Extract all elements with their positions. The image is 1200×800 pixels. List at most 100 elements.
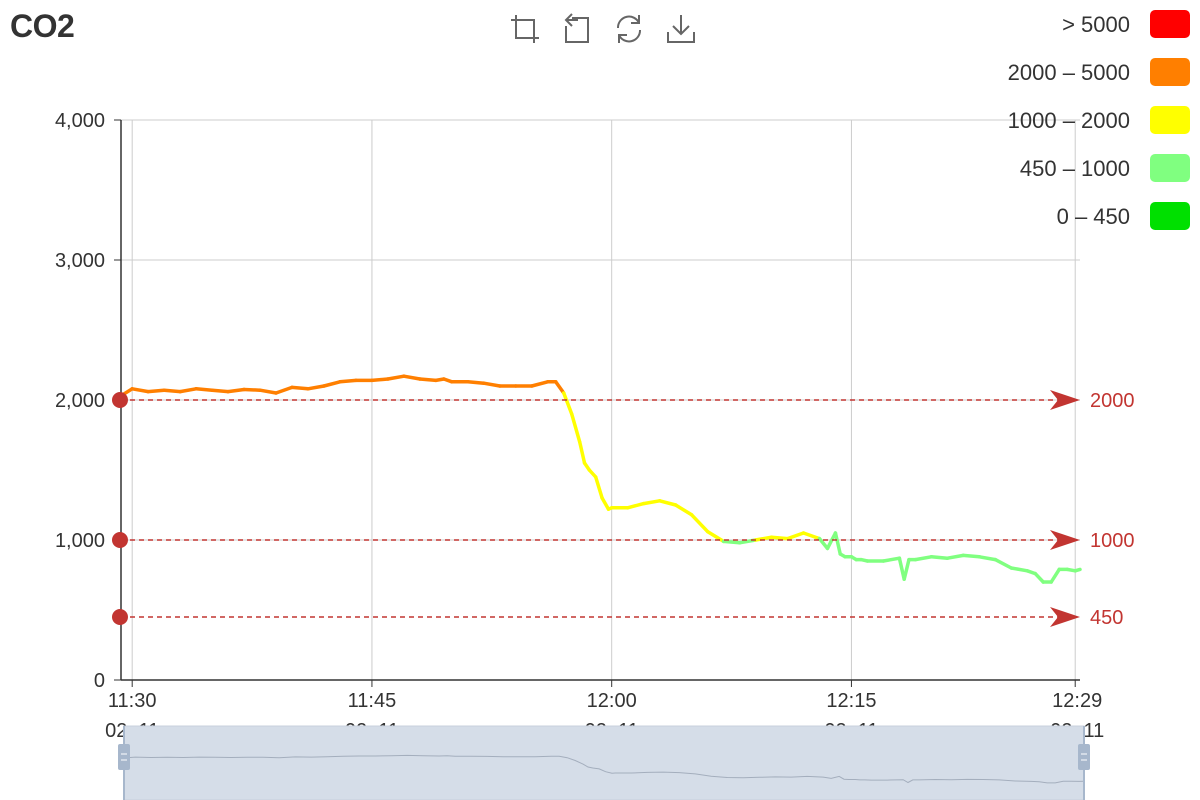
series-line-segment xyxy=(466,380,486,385)
markline-label: 450 xyxy=(1090,607,1123,629)
x-tick-label-time: 12:29 xyxy=(1052,690,1102,712)
markline-start-symbol xyxy=(112,392,128,408)
legend-item[interactable]: 0 – 450 xyxy=(1057,202,1190,230)
legend-swatch xyxy=(1150,106,1190,134)
slider-background[interactable] xyxy=(123,725,1085,800)
series-line-segment xyxy=(561,391,574,416)
series-line-segment xyxy=(274,385,294,395)
x-tick-label-time: 12:00 xyxy=(587,690,637,712)
series-line-segment xyxy=(1073,567,1082,573)
series-line-segment xyxy=(833,531,842,556)
series-line-segment xyxy=(913,555,934,562)
series-line-segment xyxy=(370,377,390,383)
slider-preview-line xyxy=(123,754,1085,784)
series-line-segment xyxy=(600,496,611,511)
restore-icon[interactable] xyxy=(612,12,646,46)
markline-start-symbol xyxy=(112,609,128,625)
y-tick-label: 2,000 xyxy=(55,390,105,412)
legend-label: 2000 – 5000 xyxy=(1008,60,1130,85)
markline-label: 1000 xyxy=(1090,530,1135,552)
slider-handle-left[interactable] xyxy=(118,726,130,800)
series-line-segment xyxy=(418,377,438,383)
series-line-segment xyxy=(482,381,502,388)
markline-arrow-icon xyxy=(1050,530,1080,550)
series-line-segment xyxy=(322,380,342,388)
data-zoom-slider[interactable] xyxy=(118,725,1090,800)
axes: 01,0002,0003,0004,00011:3002–1111:4502–1… xyxy=(55,110,1104,742)
series-line-segment xyxy=(569,412,582,444)
markline-arrow-icon xyxy=(1050,607,1080,627)
series-line-segment xyxy=(290,385,310,391)
series-line-segment xyxy=(1049,567,1061,584)
legend-label: > 5000 xyxy=(1062,12,1130,37)
series-line-segment xyxy=(194,387,214,392)
mark-lines: 2000 1000 450 xyxy=(112,390,1135,629)
zoom-icon[interactable] xyxy=(508,12,542,46)
legend-item[interactable]: 2000 – 5000 xyxy=(1008,58,1190,86)
series-line-segment xyxy=(689,513,710,534)
series-line-segment xyxy=(258,388,278,395)
series-line-segment xyxy=(226,387,246,394)
series-line-segment xyxy=(178,387,198,394)
series-line-segment xyxy=(641,499,662,506)
series-line-segment xyxy=(530,380,550,388)
series-line-segment xyxy=(553,380,566,395)
legend-item[interactable]: 450 – 1000 xyxy=(1020,154,1190,182)
y-tick-label: 3,000 xyxy=(55,250,105,272)
series-line-segment xyxy=(657,499,678,507)
series-line-segment xyxy=(210,388,230,394)
series-line-segment xyxy=(625,501,646,510)
slider-handle-grip xyxy=(118,744,130,770)
markline-label: 2000 xyxy=(1090,390,1135,412)
zoom-reset-icon[interactable] xyxy=(560,12,594,46)
legend-swatch xyxy=(1150,154,1190,182)
markline-start-symbol xyxy=(112,532,128,548)
series-line-segment xyxy=(402,374,422,381)
series-line-segment xyxy=(825,531,838,551)
download-icon[interactable] xyxy=(664,12,698,46)
slider-handle-grip xyxy=(1078,744,1090,770)
series-line-segment xyxy=(162,388,182,394)
x-tick-label-time: 11:45 xyxy=(348,690,397,712)
y-tick-label: 4,000 xyxy=(55,110,105,132)
series-line-segment xyxy=(1009,566,1030,573)
series-line-segment xyxy=(593,475,604,500)
legend-swatch xyxy=(1150,202,1190,230)
markline-arrow-icon xyxy=(1050,390,1080,410)
series-line-segment xyxy=(881,556,902,563)
series-line-segment xyxy=(929,555,950,560)
series-line-segment xyxy=(306,384,326,391)
series-line-segment xyxy=(945,553,966,560)
y-tick-label: 0 xyxy=(94,670,105,692)
series-line-segment xyxy=(577,440,587,465)
series-line-segment xyxy=(817,536,830,551)
legend-label: 0 – 450 xyxy=(1057,204,1130,229)
legend-swatch xyxy=(1150,58,1190,86)
legend-label: 1000 – 2000 xyxy=(1008,108,1130,133)
series-line-segment xyxy=(769,535,790,541)
series-line-segment xyxy=(753,535,774,542)
series-line-segment xyxy=(338,378,358,384)
series-line-segment xyxy=(705,529,726,544)
series-line-segment xyxy=(785,531,806,541)
x-tick-label-time: 12:15 xyxy=(826,690,876,712)
series-line-segment xyxy=(146,388,166,394)
series-line-segment xyxy=(130,387,150,394)
legend-item[interactable]: > 5000 xyxy=(1062,10,1190,38)
series-line-segment xyxy=(902,557,911,581)
legend-swatch xyxy=(1150,10,1190,38)
series-line-segment xyxy=(1033,571,1045,584)
series-line-segment xyxy=(801,531,822,541)
x-tick-label-time: 11:30 xyxy=(108,690,157,712)
legend-label: 450 – 1000 xyxy=(1020,156,1130,181)
series-line-segment xyxy=(386,374,406,381)
series-line-segment xyxy=(993,557,1014,570)
visual-map-legend[interactable]: > 5000 2000 – 5000 1000 – 2000 450 – 1000 0 … xyxy=(1008,10,1190,230)
series-line-segment xyxy=(961,553,982,559)
legend-item[interactable]: 1000 – 2000 xyxy=(1008,106,1190,134)
slider-handle-right[interactable] xyxy=(1078,726,1090,800)
series-line-segment xyxy=(721,539,742,545)
toolbox xyxy=(508,12,698,46)
